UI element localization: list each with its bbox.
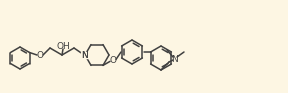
Text: O: O [109,56,117,65]
Text: OH: OH [56,41,70,50]
Polygon shape [173,57,177,61]
Polygon shape [81,53,87,57]
Text: N: N [81,50,87,60]
Text: N: N [81,50,87,60]
Polygon shape [81,52,88,58]
Text: O: O [37,50,43,60]
Text: N: N [172,54,178,64]
